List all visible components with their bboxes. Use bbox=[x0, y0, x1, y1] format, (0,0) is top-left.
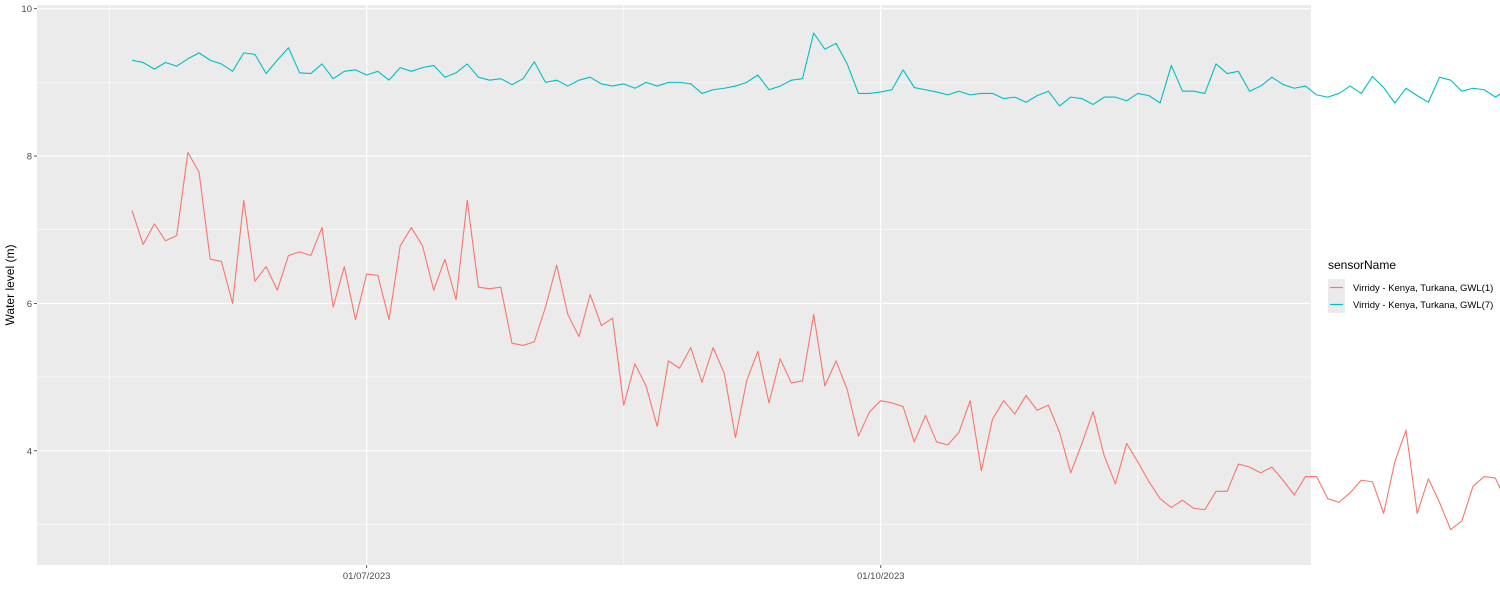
grid-major-y bbox=[37, 8, 1311, 452]
x-tick-label: 01/10/2023 bbox=[857, 571, 905, 582]
legend-title: sensorName bbox=[1328, 258, 1396, 272]
legend-label-1: Virridy - Kenya, Turkana, GWL(1) bbox=[1353, 283, 1493, 294]
grid-major-x bbox=[366, 5, 882, 565]
legend: sensorName Virridy - Kenya, Turkana, GWL… bbox=[1328, 258, 1493, 313]
series-line-1 bbox=[131, 151, 1500, 531]
x-axis: 01/07/2023 01/10/2023 bbox=[343, 565, 905, 582]
grid-minor-x bbox=[109, 5, 1139, 565]
y-axis-title: Water level (m) bbox=[3, 245, 17, 326]
y-tick-label: 6 bbox=[27, 299, 32, 310]
legend-label-2: Virridy - Kenya, Turkana, GWL(7) bbox=[1353, 300, 1493, 311]
plot-panel bbox=[37, 5, 1311, 565]
legend-items: Virridy - Kenya, Turkana, GWL(1) Virridy … bbox=[1328, 279, 1493, 313]
x-tick-label: 01/07/2023 bbox=[343, 571, 391, 582]
y-axis: 4 6 8 10 bbox=[21, 4, 37, 457]
y-tick-label: 8 bbox=[27, 152, 32, 163]
series-lines bbox=[131, 32, 1500, 531]
y-tick-label: 10 bbox=[21, 4, 32, 15]
y-tick-label: 4 bbox=[27, 446, 32, 457]
series-line-2 bbox=[131, 32, 1500, 107]
